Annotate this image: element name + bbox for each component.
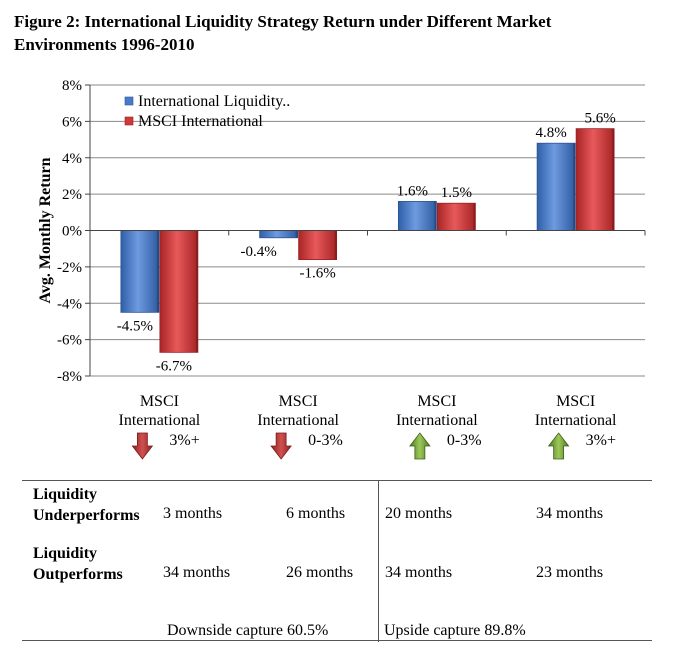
data-label: -4.5%: [117, 318, 153, 334]
category-label-line2: International: [119, 412, 201, 429]
data-label: 4.8%: [536, 125, 567, 141]
category-label-line2: International: [396, 412, 478, 429]
table-bottom-rule: [22, 640, 652, 641]
y-tick-label: -8%: [57, 369, 82, 385]
table-cell: 6 months: [286, 505, 346, 522]
data-label: -6.7%: [156, 358, 192, 374]
data-label: 1.6%: [397, 183, 428, 199]
down-arrow-shape: [270, 432, 292, 460]
bar-msci-2: [436, 202, 476, 231]
category-label-line1: MSCI: [279, 393, 318, 410]
legend-label: MSCI International: [138, 113, 263, 130]
bar-chart: -4.5% -6.7% MSCI International 3%+ -0.4% -1.6%…: [37, 78, 646, 460]
category-label-line2: International: [535, 412, 617, 429]
legend-swatch: [124, 96, 134, 106]
category-label-line1: MSCI: [417, 393, 456, 410]
category-label-line1: MSCI: [556, 393, 595, 410]
up-arrow-icon: [409, 432, 431, 460]
y-tick-label: 6%: [62, 114, 82, 130]
table-cell: 26 months: [286, 564, 354, 581]
category-label-suffix: 0-3%: [447, 432, 482, 449]
category-label-suffix: 0-3%: [308, 432, 343, 449]
upside-capture: Upside capture 89.8%: [384, 622, 526, 639]
y-tick-label: 2%: [62, 187, 82, 203]
bar-liquidity-2: [397, 200, 437, 231]
figure-title: Figure 2: International Liquidity Strate…: [14, 12, 552, 54]
data-label: 5.6%: [585, 111, 616, 127]
table-cell: 34 months: [163, 564, 231, 581]
row-label-underperforms: Liquidity Underperforms: [33, 486, 140, 524]
y-axis-title: Avg. Monthly Return: [37, 157, 54, 303]
y-tick-label: -4%: [57, 296, 82, 312]
category-label-line1: MSCI: [140, 393, 179, 410]
table-divider: [378, 480, 379, 642]
down-arrow-icon: [131, 432, 154, 460]
down-arrow-icon: [270, 432, 292, 460]
bar-liquidity-1: [259, 230, 299, 239]
category-label-line2: International: [257, 412, 339, 429]
table-cell: 34 months: [385, 564, 453, 581]
y-tick-label: 4%: [62, 151, 82, 167]
up-arrow-shape: [547, 432, 570, 460]
data-label: -1.6%: [300, 266, 336, 282]
bar-shadow: [612, 128, 615, 231]
row-label-outperforms: Liquidity Outperforms: [33, 545, 123, 583]
y-tick-label: -6%: [57, 333, 82, 349]
legend: International Liquidity.. MSCI Internatio…: [124, 93, 290, 130]
bar-shadow: [295, 230, 298, 238]
table-cell: 34 months: [536, 505, 604, 522]
category-label-suffix: 3%+: [586, 432, 616, 449]
y-tick-label: 8%: [62, 78, 82, 94]
table-cell: 20 months: [385, 505, 453, 522]
table-cell: 3 months: [163, 505, 223, 522]
down-arrow-shape: [131, 432, 154, 460]
bar-shadow: [473, 203, 476, 231]
data-label: 1.5%: [441, 185, 472, 201]
y-tick-label: -2%: [57, 260, 82, 276]
up-arrow-shape: [409, 432, 431, 460]
bar-msci-1: [298, 230, 338, 261]
bar-msci-3: [575, 128, 615, 231]
capture-table: Liquidity Underperforms 3 months 6 month…: [22, 480, 652, 645]
bar-shadow: [334, 230, 337, 260]
legend-swatch: [124, 116, 134, 126]
bar-shadow: [573, 143, 576, 231]
bar-shadow: [434, 201, 437, 231]
bar-shadow: [195, 230, 198, 353]
table-top-rule: [22, 480, 652, 481]
bar-liquidity-3: [536, 142, 576, 231]
downside-capture: Downside capture 60.5%: [167, 622, 329, 639]
legend-label: International Liquidity..: [138, 93, 290, 110]
bar-liquidity-0: [120, 230, 160, 313]
y-tick-label: 0%: [62, 224, 82, 240]
bar-shadow: [156, 230, 159, 313]
bar-msci-0: [159, 230, 199, 353]
data-label: -0.4%: [241, 244, 277, 260]
table-cell: 23 months: [536, 564, 604, 581]
category-label-suffix: 3%+: [169, 432, 199, 449]
up-arrow-icon: [547, 432, 570, 460]
